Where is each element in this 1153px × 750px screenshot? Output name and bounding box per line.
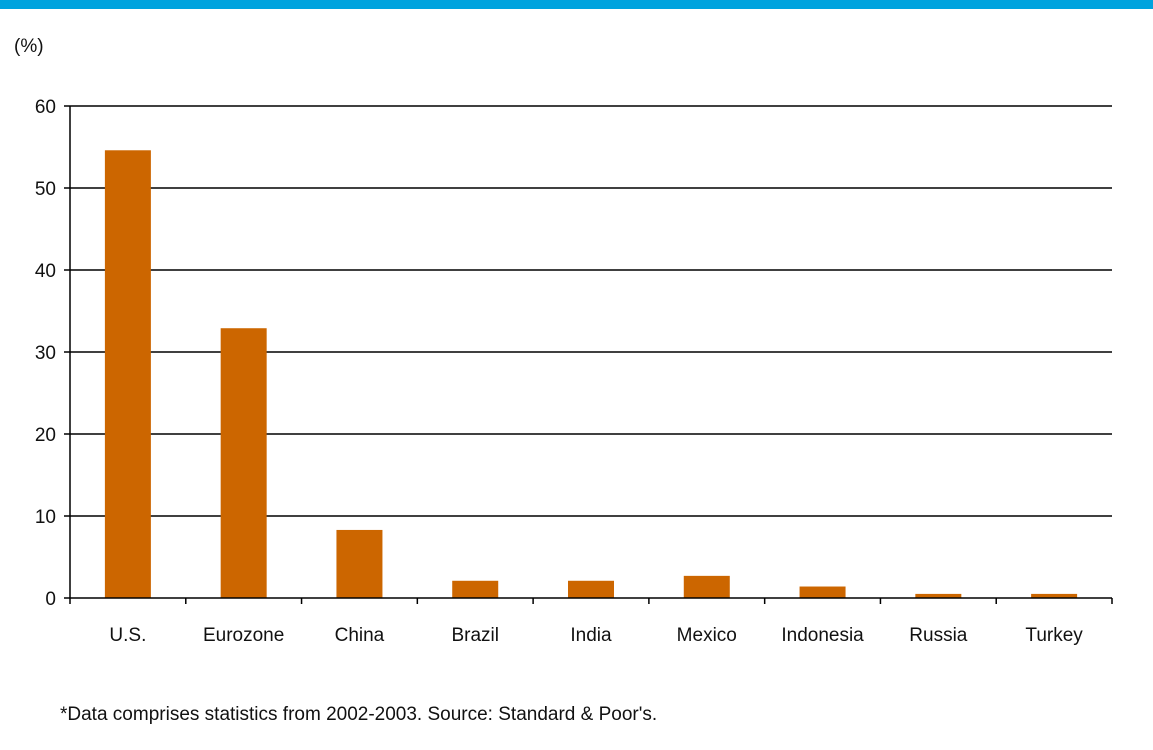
bar-india bbox=[568, 580, 614, 598]
x-tick-label-brazil: Brazil bbox=[451, 625, 499, 646]
bar-indonesia bbox=[799, 586, 846, 598]
bar-china bbox=[336, 529, 383, 598]
y-tick-label-10: 10 bbox=[35, 507, 56, 528]
bars bbox=[104, 150, 1078, 598]
bar-eurozone bbox=[220, 328, 267, 598]
y-tick-label-20: 20 bbox=[35, 425, 56, 446]
bar-mexico bbox=[683, 575, 730, 598]
top-accent-bar bbox=[0, 0, 1153, 9]
x-tick-label-turkey: Turkey bbox=[1025, 625, 1083, 646]
bar-chart: 0 10 20 30 40 50 60 U.S. Eurozone China Brazil Indi… bbox=[35, 97, 1113, 646]
x-tick-label-mexico: Mexico bbox=[677, 625, 737, 646]
y-tick-label-0: 0 bbox=[45, 589, 56, 610]
bar-us bbox=[104, 150, 151, 598]
x-tick-label-india: India bbox=[570, 625, 612, 646]
x-tick-label-indonesia: Indonesia bbox=[781, 625, 864, 646]
y-tick-label-40: 40 bbox=[35, 261, 56, 282]
y-axis-unit-label: (%) bbox=[14, 36, 44, 57]
bar-turkey bbox=[1031, 593, 1078, 598]
x-tick-label-china: China bbox=[335, 625, 385, 646]
x-tick-label-eurozone: Eurozone bbox=[203, 625, 284, 646]
x-tick-label-us: U.S. bbox=[109, 625, 146, 646]
y-tick-label-60: 60 bbox=[35, 97, 56, 118]
x-tick-label-russia: Russia bbox=[909, 625, 968, 646]
bar-russia bbox=[915, 593, 962, 598]
tick-labels: 0 10 20 30 40 50 60 U.S. Eurozone China Brazil Indi… bbox=[35, 97, 1083, 646]
y-tick-label-30: 30 bbox=[35, 343, 56, 364]
source-footnote: *Data comprises statistics from 2002-200… bbox=[60, 704, 658, 725]
y-tick-label-50: 50 bbox=[35, 179, 56, 200]
bar-brazil bbox=[452, 580, 499, 598]
axes bbox=[64, 105, 1113, 604]
